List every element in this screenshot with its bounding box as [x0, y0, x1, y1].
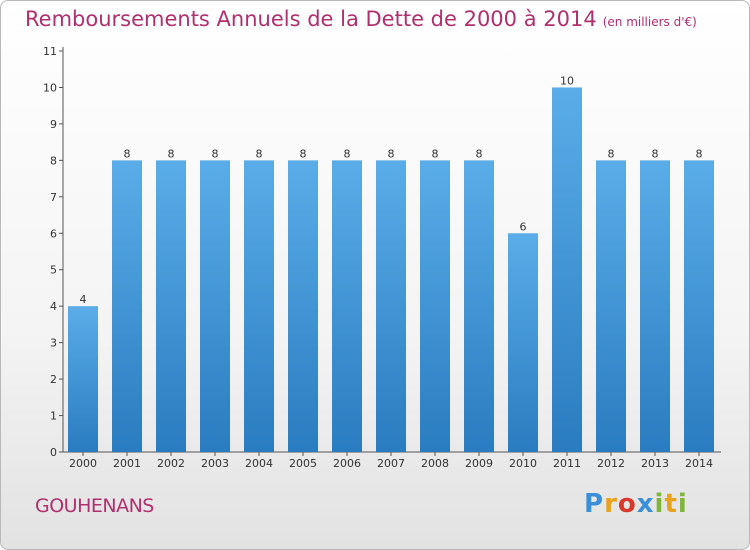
bar — [508, 233, 538, 452]
x-tick-label: 2004 — [245, 457, 273, 470]
bar — [112, 160, 142, 452]
y-tick-label: 10 — [43, 81, 57, 94]
bar-value-label: 8 — [256, 147, 263, 160]
x-tick-label: 2009 — [465, 457, 493, 470]
bar-value-label: 8 — [476, 147, 483, 160]
y-tick-label: 6 — [50, 227, 57, 240]
bar-value-label: 4 — [80, 293, 87, 306]
x-tick-label: 2008 — [421, 457, 449, 470]
bar — [156, 160, 186, 452]
bar-value-label: 8 — [432, 147, 439, 160]
y-tick-label: 7 — [50, 191, 57, 204]
y-tick-label: 5 — [50, 264, 57, 277]
bar-value-label: 6 — [520, 220, 527, 233]
y-tick-label: 3 — [50, 337, 57, 350]
bar-value-label: 8 — [344, 147, 351, 160]
bar-value-label: 10 — [560, 74, 574, 87]
bar-value-label: 8 — [696, 147, 703, 160]
bar — [244, 160, 274, 452]
x-tick-label: 2005 — [289, 457, 317, 470]
x-tick-label: 2002 — [157, 457, 185, 470]
bar-value-label: 8 — [124, 147, 131, 160]
bar — [640, 160, 670, 452]
bar-value-label: 8 — [300, 147, 307, 160]
bar — [288, 160, 318, 452]
bar — [684, 160, 714, 452]
bar — [376, 160, 406, 452]
bar-value-label: 8 — [388, 147, 395, 160]
commune-name: GOUHENANS — [35, 495, 154, 517]
bar-value-label: 8 — [608, 147, 615, 160]
x-tick-label: 2006 — [333, 457, 361, 470]
bar-value-label: 8 — [652, 147, 659, 160]
x-tick-label: 2007 — [377, 457, 405, 470]
chart-labels: 4 2000 8 2001 8 2002 8 2003 8 2004 8 2005 8 2006 8 2007… — [69, 74, 713, 470]
chart-unit-label: (en milliers d'€) — [602, 15, 697, 29]
bar — [552, 87, 582, 453]
bar — [200, 160, 230, 452]
y-tick-label: 0 — [50, 446, 57, 459]
y-tick-label: 9 — [50, 118, 57, 131]
x-tick-label: 2001 — [113, 457, 141, 470]
y-tick-label: 2 — [50, 373, 57, 386]
bar — [596, 160, 626, 452]
proxiti-logo: Proxiti — [584, 489, 688, 519]
x-tick-label: 2003 — [201, 457, 229, 470]
bar — [420, 160, 450, 452]
chart-title-text: Remboursements Annuels de la Dette de 20… — [25, 7, 597, 31]
chart-title: Remboursements Annuels de la Dette de 20… — [25, 7, 697, 31]
y-tick-label: 11 — [43, 45, 57, 58]
chart-bars — [68, 87, 714, 453]
x-tick-label: 2000 — [69, 457, 97, 470]
x-tick-label: 2013 — [641, 457, 669, 470]
bar-value-label: 8 — [168, 147, 175, 160]
bar — [332, 160, 362, 452]
bar — [68, 306, 98, 452]
bar-value-label: 8 — [212, 147, 219, 160]
y-tick-label: 4 — [50, 300, 57, 313]
x-tick-label: 2014 — [685, 457, 713, 470]
y-tick-label: 8 — [50, 154, 57, 167]
bar — [464, 160, 494, 452]
x-tick-label: 2011 — [553, 457, 581, 470]
x-tick-label: 2012 — [597, 457, 625, 470]
x-tick-label: 2010 — [509, 457, 537, 470]
y-tick-label: 1 — [50, 410, 57, 423]
